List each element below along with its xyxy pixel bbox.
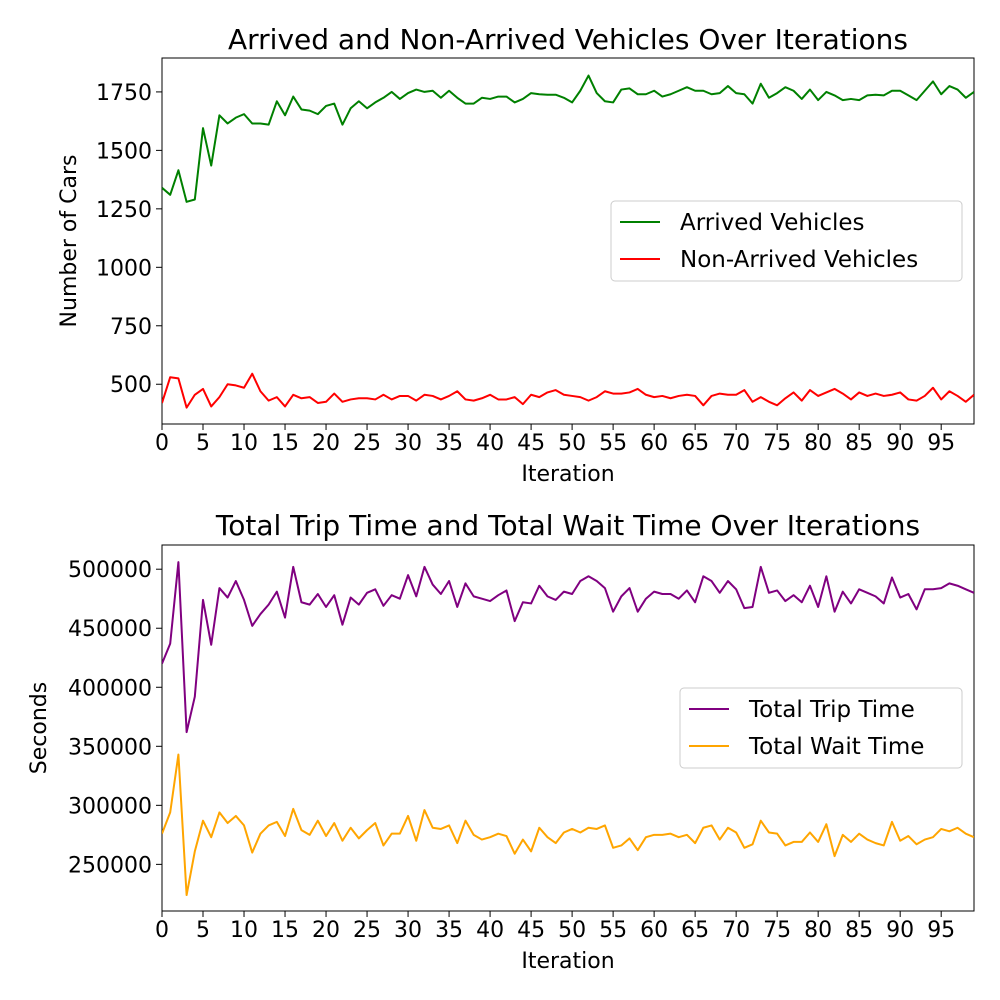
- chart-vehicles: Arrived and Non-Arrived Vehicles Over It…: [57, 23, 975, 487]
- x-tick-label: 0: [155, 918, 169, 943]
- x-tick-label: 85: [845, 431, 873, 456]
- x-tick-label: 15: [271, 431, 299, 456]
- legend-label: Total Wait Time: [748, 734, 924, 760]
- legend: Total Trip Time Total Wait Time: [679, 687, 963, 769]
- x-tick-label: 55: [599, 431, 627, 456]
- plot-frame: [161, 544, 975, 912]
- y-tick-label: 1750: [96, 81, 152, 106]
- series-line-arrived-vehicles: [162, 74, 974, 203]
- x-tick-label: 10: [230, 918, 258, 943]
- x-axis-label: Iteration: [521, 462, 614, 487]
- legend-box: [679, 687, 963, 769]
- series-line-non-arrived-vehicles: [162, 372, 974, 409]
- plot-frame: [161, 57, 975, 425]
- x-tick-label: 90: [886, 431, 914, 456]
- x-tick-label: 15: [271, 918, 299, 943]
- x-tick-label: 25: [353, 918, 381, 943]
- x-tick-label: 30: [394, 918, 422, 943]
- x-tick-label: 20: [312, 918, 340, 943]
- series-line-total-trip-time: [162, 561, 974, 734]
- y-tick-label: 250000: [68, 853, 152, 878]
- x-tick-label: 25: [353, 431, 381, 456]
- x-tick-label: 20: [312, 431, 340, 456]
- x-tick-label: 85: [845, 918, 873, 943]
- x-tick-label: 45: [517, 918, 545, 943]
- chart-trip-wait-time: Total Trip Time and Total Wait Time Over…: [27, 509, 975, 974]
- x-tick-label: 45: [517, 431, 545, 456]
- x-tick-label: 65: [681, 918, 709, 943]
- x-tick-label: 50: [558, 918, 586, 943]
- y-tick-label: 1250: [96, 198, 152, 223]
- y-tick-label: 1000: [96, 256, 152, 281]
- x-tick-label: 35: [435, 918, 463, 943]
- x-tick-label: 0: [155, 431, 169, 456]
- x-tick-label: 5: [196, 918, 210, 943]
- y-tick-label: 1500: [96, 139, 152, 164]
- x-tick-label: 30: [394, 431, 422, 456]
- x-tick-label: 40: [476, 918, 504, 943]
- legend: Arrived Vehicles Non-Arrived Vehicles: [610, 200, 963, 282]
- x-tick-label: 5: [196, 431, 210, 456]
- legend-label: Arrived Vehicles: [680, 210, 865, 236]
- y-tick-label: 500000: [68, 558, 152, 583]
- y-tick-label: 350000: [68, 735, 152, 760]
- chart-title: Total Trip Time and Total Wait Time Over…: [215, 509, 920, 542]
- y-axis-label: Number of Cars: [57, 155, 82, 328]
- x-tick-label: 95: [927, 918, 955, 943]
- x-tick-label: 60: [640, 431, 668, 456]
- y-tick-label: 500: [110, 373, 152, 398]
- x-tick-label: 35: [435, 431, 463, 456]
- x-tick-label: 70: [722, 431, 750, 456]
- legend-label: Non-Arrived Vehicles: [680, 247, 918, 273]
- y-tick-label: 400000: [68, 676, 152, 701]
- legend-label: Total Trip Time: [748, 697, 915, 723]
- y-axis-label: Seconds: [27, 682, 52, 774]
- x-tick-label: 80: [804, 918, 832, 943]
- x-tick-label: 65: [681, 431, 709, 456]
- x-tick-label: 40: [476, 431, 504, 456]
- x-tick-label: 70: [722, 918, 750, 943]
- y-tick-label: 750: [110, 315, 152, 340]
- chart-title: Arrived and Non-Arrived Vehicles Over It…: [228, 23, 908, 56]
- x-tick-label: 95: [927, 431, 955, 456]
- x-tick-label: 90: [886, 918, 914, 943]
- legend-box: [610, 200, 963, 282]
- x-tick-label: 50: [558, 431, 586, 456]
- x-tick-label: 80: [804, 431, 832, 456]
- y-tick-label: 450000: [68, 617, 152, 642]
- series-line-total-wait-time: [162, 753, 974, 897]
- x-axis-label: Iteration: [521, 949, 614, 974]
- x-tick-label: 10: [230, 431, 258, 456]
- x-tick-label: 75: [763, 918, 791, 943]
- x-tick-label: 60: [640, 918, 668, 943]
- y-tick-label: 300000: [68, 794, 152, 819]
- x-tick-label: 75: [763, 431, 791, 456]
- x-tick-label: 55: [599, 918, 627, 943]
